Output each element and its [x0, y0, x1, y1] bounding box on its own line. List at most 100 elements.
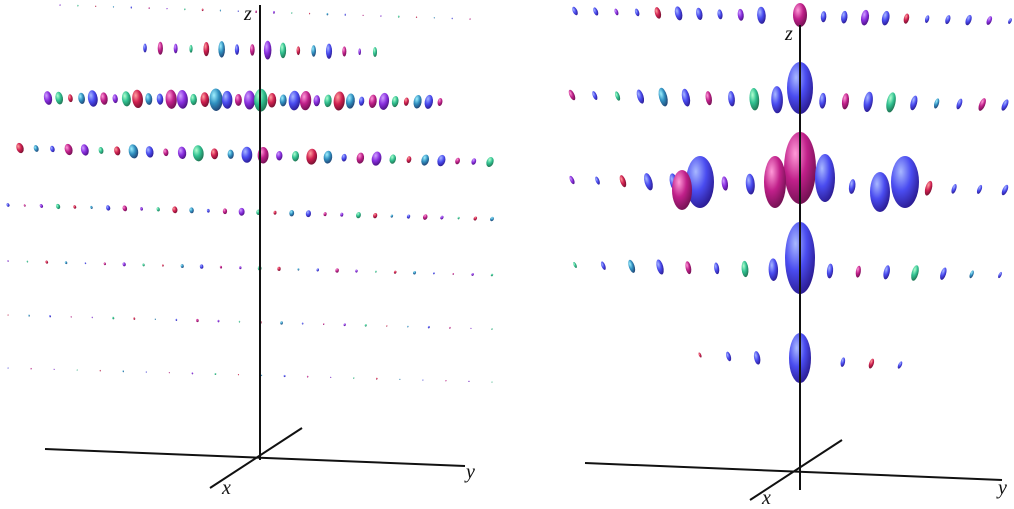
glyph: [284, 375, 286, 377]
glyph: [424, 94, 434, 109]
glyph: [422, 379, 424, 381]
glyph: [614, 8, 620, 16]
glyph: [191, 372, 193, 374]
glyph: [7, 260, 9, 262]
glyph: [491, 328, 493, 330]
glyph: [924, 15, 930, 24]
glyph: [933, 98, 940, 109]
glyph: [373, 47, 377, 57]
glyph: [133, 317, 136, 320]
glyph: [220, 266, 222, 269]
glyph: [705, 91, 713, 106]
glyph: [394, 270, 397, 274]
x-label: x: [221, 477, 231, 499]
glyph: [457, 216, 460, 219]
glyph: [815, 154, 835, 202]
z-label: z: [784, 23, 793, 45]
glyph: [7, 314, 9, 316]
glyph: [202, 9, 204, 12]
glyph: [306, 148, 318, 165]
glyph: [356, 152, 365, 164]
glyph: [241, 147, 252, 163]
glyph: [891, 156, 919, 208]
glyph: [238, 10, 239, 11]
glyph: [657, 87, 670, 108]
glyph: [23, 204, 26, 207]
glyph: [491, 381, 493, 383]
glyph: [471, 158, 477, 166]
glyph: [399, 379, 401, 381]
glyph: [745, 173, 755, 194]
glyph: [174, 44, 178, 54]
glyph: [43, 90, 53, 105]
glyph: [200, 92, 209, 107]
glyph: [964, 14, 973, 26]
glyph: [277, 267, 281, 271]
glyph: [600, 261, 607, 271]
glyph: [469, 18, 470, 20]
glyph: [156, 207, 160, 212]
glyph: [362, 15, 363, 16]
glyph: [634, 8, 640, 17]
glyph: [49, 145, 55, 153]
glyph: [297, 268, 299, 271]
glyph: [695, 7, 703, 20]
glyph: [939, 267, 948, 281]
glyph: [122, 370, 124, 372]
glyph: [737, 9, 744, 22]
glyph: [39, 203, 44, 208]
glyph: [591, 90, 598, 100]
glyph: [261, 375, 262, 377]
glyph: [165, 89, 177, 109]
glyph: [471, 273, 474, 277]
glyph: [567, 89, 576, 101]
glyph: [840, 357, 846, 367]
glyph: [860, 9, 870, 26]
glyph: [143, 44, 147, 53]
glyph: [841, 93, 850, 110]
glyph: [184, 8, 185, 10]
x-label: x: [761, 487, 771, 509]
glyph: [416, 16, 417, 18]
glyph: [73, 205, 77, 210]
glyph: [764, 156, 786, 208]
glyph: [105, 205, 111, 211]
glyph: [449, 327, 451, 329]
glyph: [390, 214, 393, 218]
glyph: [753, 351, 761, 366]
glyph: [627, 259, 637, 274]
glyph: [289, 210, 294, 217]
glyph: [398, 15, 399, 17]
glyph: [169, 372, 170, 373]
glyph: [280, 43, 286, 59]
glyph: [255, 10, 257, 13]
glyph: [434, 17, 435, 18]
glyph: [163, 148, 169, 156]
glyph: [910, 264, 921, 281]
glyph: [1000, 98, 1010, 111]
glyph: [355, 269, 358, 273]
glyph: [112, 316, 115, 319]
glyph: [235, 94, 242, 106]
glyph: [571, 6, 579, 16]
glyph: [378, 92, 390, 110]
glyph: [30, 368, 32, 370]
glyph: [84, 262, 86, 264]
glyph: [209, 88, 223, 111]
glyph: [433, 272, 435, 275]
glyph: [1000, 184, 1009, 196]
glyph: [364, 324, 367, 327]
glyph: [333, 91, 346, 111]
glyph: [175, 319, 177, 321]
glyph: [870, 172, 890, 212]
glyph: [340, 212, 344, 217]
glyph: [868, 358, 876, 369]
glyph: [848, 179, 856, 195]
glyph: [214, 373, 216, 375]
glyph: [222, 91, 233, 109]
glyph: [189, 45, 192, 53]
left-axes: z y x: [45, 3, 475, 499]
glyph: [203, 42, 209, 56]
glyph: [176, 90, 188, 109]
glyph: [653, 6, 662, 19]
